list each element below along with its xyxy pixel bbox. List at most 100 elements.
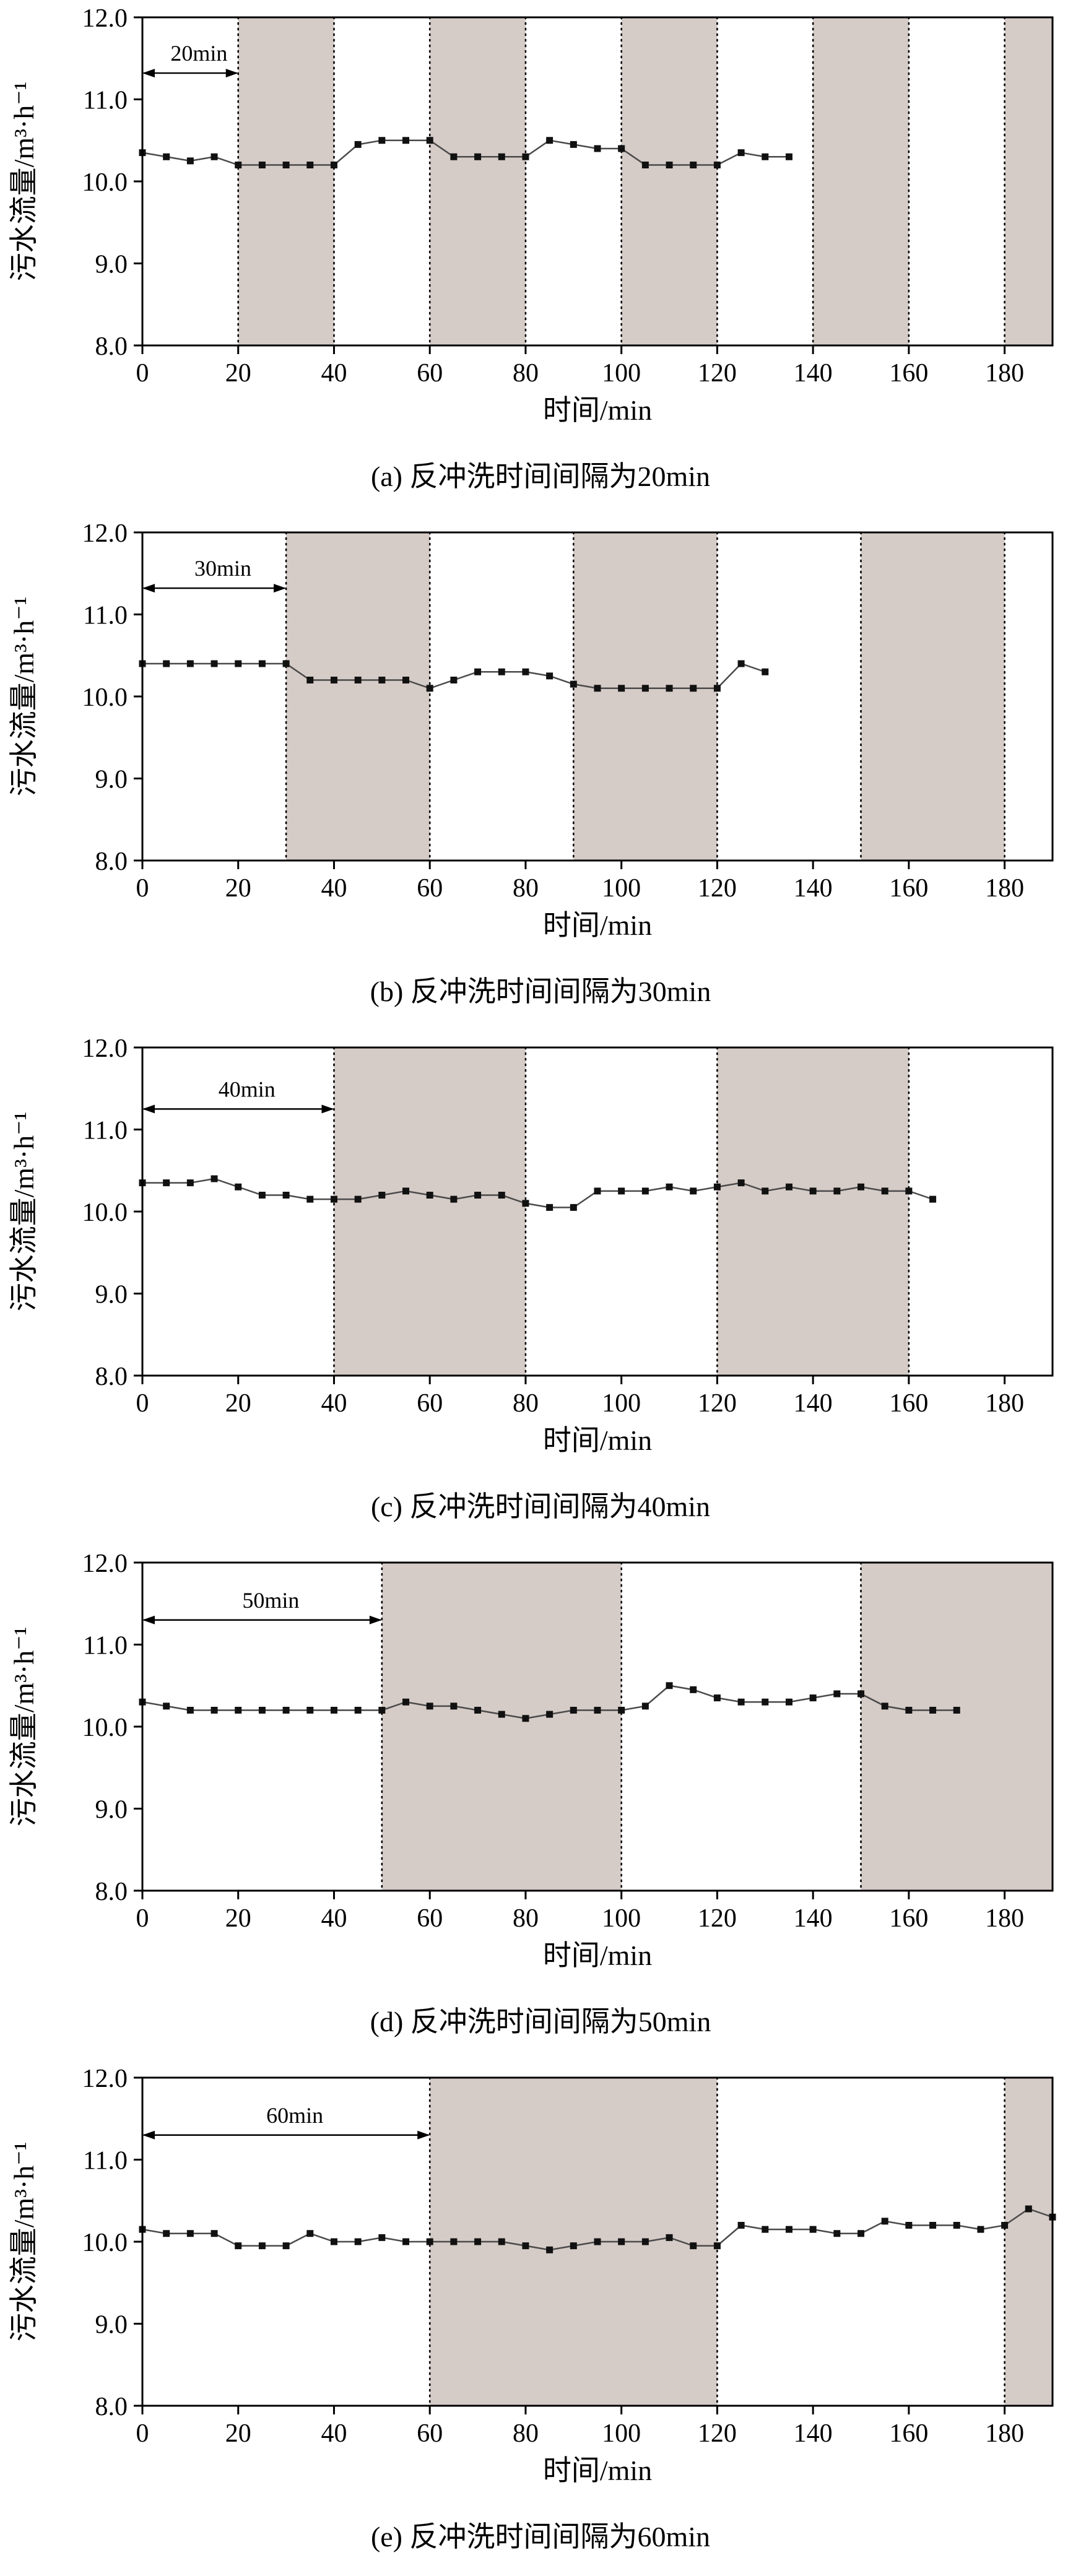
svg-text:时间/min: 时间/min: [543, 1425, 652, 1456]
svg-text:10.0: 10.0: [82, 1199, 128, 1227]
svg-text:20: 20: [225, 359, 251, 388]
svg-text:9.0: 9.0: [95, 766, 128, 794]
chart-b-caption: (b) 反冲洗时间间隔为30min: [370, 976, 711, 1007]
svg-text:11.0: 11.0: [83, 602, 128, 630]
chart-panel-d: 0 20 40 60 80 100 120 140 160 180 8.0 9.0 10.0 11.0 12…: [0, 1545, 1081, 2060]
svg-text:11.0: 11.0: [83, 1632, 128, 1660]
svg-text:40: 40: [321, 2419, 347, 2448]
svg-text:12.0: 12.0: [82, 4, 128, 33]
svg-text:污水流量/m³·h⁻¹: 污水流量/m³·h⁻¹: [8, 82, 40, 282]
svg-text:140: 140: [794, 1904, 833, 1933]
svg-text:80: 80: [513, 359, 539, 388]
svg-text:12.0: 12.0: [82, 2065, 128, 2093]
svg-text:0: 0: [136, 2419, 149, 2448]
svg-text:污水流量/m³·h⁻¹: 污水流量/m³·h⁻¹: [8, 1112, 40, 1312]
svg-text:80: 80: [513, 874, 539, 903]
svg-text:8.0: 8.0: [95, 2393, 128, 2421]
svg-text:100: 100: [602, 1904, 641, 1933]
svg-text:11.0: 11.0: [83, 1117, 128, 1145]
chart-panel-e: 0 20 40 60 80 100 120 140 160 180 8.0 9.0 10.0 11.0 12…: [0, 2060, 1081, 2575]
svg-text:12.0: 12.0: [82, 519, 128, 548]
svg-text:160: 160: [889, 359, 928, 388]
svg-text:10.0: 10.0: [82, 683, 128, 712]
svg-text:10.0: 10.0: [82, 168, 128, 197]
chart-panel-a: 0 20 40 60 80 100 120 140 160 180 8.0 9.0 10.0 11.0 12…: [0, 0, 1081, 515]
svg-text:120: 120: [698, 874, 737, 903]
svg-text:180: 180: [985, 2419, 1024, 2448]
svg-text:12.0: 12.0: [82, 1550, 128, 1578]
svg-text:160: 160: [889, 1389, 928, 1418]
svg-text:120: 120: [698, 1904, 737, 1933]
svg-text:120: 120: [698, 359, 737, 388]
svg-text:40: 40: [321, 359, 347, 388]
svg-text:8.0: 8.0: [95, 1878, 128, 1906]
chart-b-plot: 0 20 40 60 80 100 120 140 160 180 8.0 9.0 10.0 11.0 12…: [8, 519, 1054, 941]
svg-text:20: 20: [225, 874, 251, 903]
svg-text:180: 180: [985, 1389, 1024, 1418]
svg-text:8.0: 8.0: [95, 1363, 128, 1391]
svg-text:0: 0: [136, 359, 149, 388]
svg-text:60: 60: [417, 1389, 443, 1418]
svg-text:60min: 60min: [266, 2103, 323, 2128]
svg-text:9.0: 9.0: [95, 251, 128, 279]
svg-text:污水流量/m³·h⁻¹: 污水流量/m³·h⁻¹: [8, 2142, 40, 2342]
svg-text:时间/min: 时间/min: [543, 909, 652, 941]
svg-text:20: 20: [225, 2419, 251, 2448]
svg-text:12.0: 12.0: [82, 1034, 128, 1063]
svg-text:180: 180: [985, 359, 1024, 388]
svg-text:100: 100: [602, 1389, 641, 1418]
chart-a-plot: 0 20 40 60 80 100 120 140 160 180 8.0 9.0 10.0 11.0 12…: [8, 4, 1054, 426]
svg-text:140: 140: [794, 1389, 833, 1418]
svg-text:时间/min: 时间/min: [543, 1940, 652, 1971]
svg-text:时间/min: 时间/min: [543, 2455, 652, 2486]
svg-text:80: 80: [513, 1389, 539, 1418]
svg-text:50min: 50min: [242, 1588, 299, 1613]
svg-text:8.0: 8.0: [95, 332, 128, 361]
svg-text:80: 80: [513, 2419, 539, 2448]
svg-text:160: 160: [889, 1904, 928, 1933]
svg-text:140: 140: [794, 2419, 833, 2448]
svg-text:180: 180: [985, 1904, 1024, 1933]
svg-text:0: 0: [136, 1389, 149, 1418]
chart-e-plot: 0 20 40 60 80 100 120 140 160 180 8.0 9.0 10.0 11.0 12…: [8, 2065, 1056, 2486]
svg-text:9.0: 9.0: [95, 2311, 128, 2340]
svg-text:10.0: 10.0: [82, 1714, 128, 1742]
chart-panel-c: 0 20 40 60 80 100 120 140 160 180 8.0 9.0 10.0 11.0 12…: [0, 1030, 1081, 1545]
svg-text:140: 140: [794, 874, 833, 903]
svg-text:10.0: 10.0: [82, 2229, 128, 2257]
svg-text:污水流量/m³·h⁻¹: 污水流量/m³·h⁻¹: [8, 597, 40, 797]
chart-e-caption: (e) 反冲洗时间间隔为60min: [370, 2521, 711, 2552]
chart-d-plot: 0 20 40 60 80 100 120 140 160 180 8.0 9.0 10.0 11.0 12…: [8, 1550, 1054, 1971]
svg-text:20: 20: [225, 1389, 251, 1418]
svg-text:30min: 30min: [194, 556, 251, 581]
chart-c-caption: (c) 反冲洗时间间隔为40min: [370, 1491, 711, 1522]
svg-text:时间/min: 时间/min: [543, 394, 652, 426]
svg-text:40: 40: [321, 874, 347, 903]
svg-text:8.0: 8.0: [95, 848, 128, 876]
svg-text:140: 140: [794, 359, 833, 388]
svg-text:40: 40: [321, 1904, 347, 1933]
svg-text:120: 120: [698, 1389, 737, 1418]
svg-text:60: 60: [417, 1904, 443, 1933]
svg-text:20: 20: [225, 1904, 251, 1933]
chart-a-caption: (a) 反冲洗时间间隔为20min: [370, 461, 711, 492]
svg-text:40min: 40min: [219, 1077, 276, 1101]
svg-text:11.0: 11.0: [83, 87, 128, 115]
svg-text:0: 0: [136, 1904, 149, 1933]
svg-text:9.0: 9.0: [95, 1281, 128, 1309]
svg-text:160: 160: [889, 874, 928, 903]
svg-text:60: 60: [417, 2419, 443, 2448]
svg-text:100: 100: [602, 2419, 641, 2448]
svg-text:60: 60: [417, 874, 443, 903]
svg-text:11.0: 11.0: [83, 2147, 128, 2175]
chart-panel-b: 0 20 40 60 80 100 120 140 160 180 8.0 9.0 10.0 11.0 12…: [0, 515, 1081, 1030]
svg-text:20min: 20min: [170, 41, 227, 66]
svg-text:180: 180: [985, 874, 1024, 903]
svg-text:0: 0: [136, 874, 149, 903]
svg-text:9.0: 9.0: [95, 1796, 128, 1824]
svg-text:120: 120: [698, 2419, 737, 2448]
svg-text:100: 100: [602, 359, 641, 388]
chart-c-plot: 0 20 40 60 80 100 120 140 160 180 8.0 9.0 10.0 11.0 12…: [8, 1034, 1054, 1456]
svg-text:80: 80: [513, 1904, 539, 1933]
